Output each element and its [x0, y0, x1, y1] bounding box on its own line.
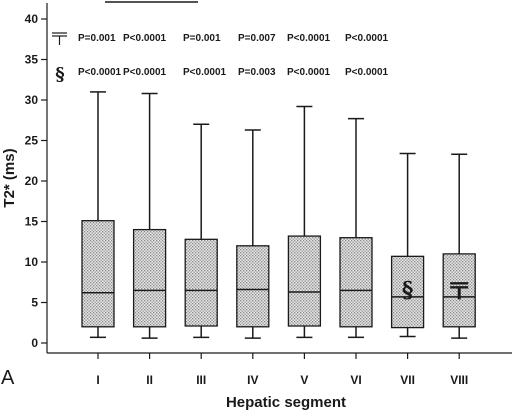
box-II	[132, 92, 167, 339]
x-tick-label: III	[196, 373, 206, 387]
p-value-label: P<0.0001	[123, 67, 167, 78]
box-VIII	[442, 153, 476, 339]
p-value-label: P<0.0001	[287, 67, 331, 78]
row-section-symbol: §	[55, 64, 64, 85]
y-tick-label: 15	[25, 215, 39, 229]
row-tee-symbol	[52, 32, 67, 45]
panel-label: A	[1, 367, 15, 389]
x-tick-label: VII	[400, 373, 415, 387]
y-axis-title: T2* (ms)	[1, 148, 18, 207]
iqr-box	[236, 245, 270, 328]
plot-frame	[46, 1, 512, 354]
p-value-label: P=0.007	[238, 33, 276, 44]
y-tick-label: 10	[25, 255, 39, 269]
p-value-label: P=0.003	[238, 67, 276, 78]
x-tick-label: VIII	[450, 373, 468, 387]
p-value-annotations: §P=0.001 P<0.0001 P=0.001 P=0.007 P<0.0001 P<…	[52, 32, 469, 303]
x-axis-ticks: I II III IV V VI VII VIII	[96, 353, 468, 387]
p-value-label: P<0.0001	[345, 33, 389, 44]
box-VI	[339, 117, 373, 339]
box-III	[184, 123, 218, 339]
x-tick-label: I	[96, 373, 99, 387]
y-tick-label: 5	[31, 296, 38, 310]
y-axis-ticks: 0 5 10 15 20 25 30 35 40	[25, 12, 47, 350]
iqr-box	[287, 235, 322, 327]
iqr-box	[339, 237, 373, 328]
iqr-box	[81, 220, 115, 328]
p-value-label: P<0.0001	[183, 67, 227, 78]
box-I	[81, 91, 115, 339]
iqr-box	[390, 255, 425, 329]
p-value-label: P=0.001	[183, 33, 221, 44]
box-V	[287, 105, 322, 339]
box-IV	[236, 129, 270, 339]
p-value-label: P<0.0001	[287, 33, 331, 44]
section-marker-VII: §	[402, 277, 414, 303]
p-value-label: P<0.0001	[78, 67, 122, 78]
box-VII	[390, 152, 425, 338]
x-axis-title: Hepatic segment	[226, 394, 346, 411]
y-tick-label: 30	[25, 93, 39, 107]
x-tick-label: V	[300, 373, 308, 387]
iqr-box	[184, 238, 218, 327]
p-value-label: P<0.0001	[345, 67, 389, 78]
x-tick-label: VI	[350, 373, 361, 387]
y-tick-label: 20	[25, 174, 39, 188]
y-tick-label: 40	[25, 12, 39, 26]
tee-marker-VIII	[450, 282, 469, 300]
y-tick-label: 0	[31, 336, 38, 350]
x-tick-label: II	[146, 373, 153, 387]
y-tick-label: 35	[25, 53, 39, 67]
iqr-box	[132, 228, 167, 328]
p-value-label: P<0.0001	[123, 33, 167, 44]
x-tick-label: IV	[247, 373, 258, 387]
box-series	[81, 91, 476, 339]
y-tick-label: 25	[25, 134, 39, 148]
p-value-label: P=0.001	[78, 33, 116, 44]
